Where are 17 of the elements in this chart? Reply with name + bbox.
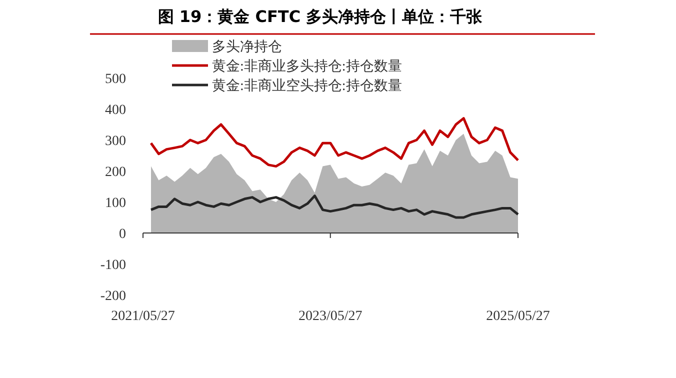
y-tick-label: 100 <box>105 196 126 211</box>
y-tick-label: -100 <box>100 258 126 273</box>
y-tick-label: 500 <box>105 72 126 87</box>
legend-label: 多头净持仓 <box>212 39 282 55</box>
y-tick-label: -200 <box>100 289 126 304</box>
x-tick-label: 2025/05/27 <box>486 309 550 324</box>
y-tick-label: 400 <box>105 103 126 118</box>
x-tick-label: 2021/05/27 <box>111 309 175 324</box>
y-tick-label: 0 <box>119 227 126 242</box>
y-tick-label: 200 <box>105 165 126 180</box>
x-tick-label: 2023/05/27 <box>298 309 362 324</box>
line-series <box>150 117 520 168</box>
legend-label: 黄金:非商业多头持仓:持仓数量 <box>212 58 402 74</box>
legend-label: 黄金:非商业空头持仓:持仓数量 <box>212 78 402 94</box>
y-tick-label: 300 <box>105 134 126 149</box>
chart-title: 图 19：黄金 CFTC 多头净持仓丨单位：千张 <box>158 7 484 26</box>
line-series <box>150 194 520 219</box>
